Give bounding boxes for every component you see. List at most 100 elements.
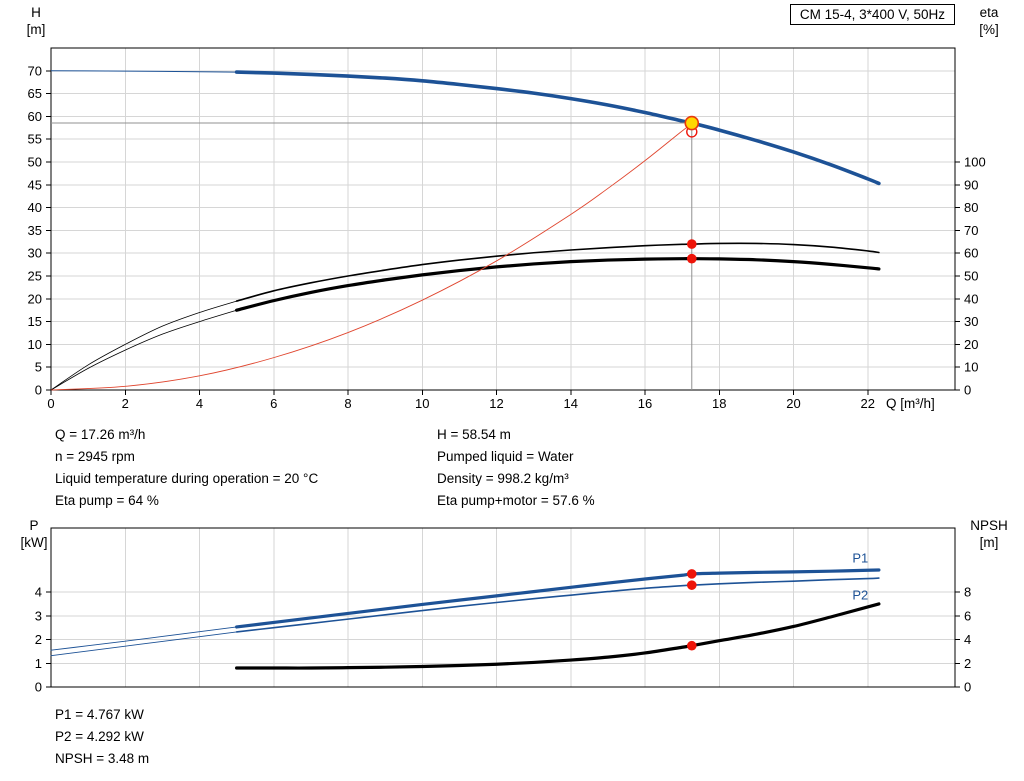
plot-border: [50, 527, 956, 688]
npsh-axis-unit-label: NPSH [m]: [960, 517, 1018, 551]
x-axis-tick-label: 10: [415, 396, 429, 411]
left-axis-tick-label: 70: [28, 63, 42, 78]
p1-curve-label: P1: [852, 550, 868, 565]
right-axis-tick-label: 60: [964, 246, 978, 261]
p-axis-unit: [kW]: [20, 535, 48, 550]
left-axis-tick-label: 35: [28, 223, 42, 238]
p1-curve-lead: [50, 626, 238, 651]
x-axis-tick-label: 6: [270, 396, 277, 411]
eta-axis-unit: [%]: [979, 22, 999, 37]
eta-axis-unit-label: eta [%]: [966, 4, 1012, 38]
left-axis-tick-label: 0: [35, 383, 42, 398]
annotation-p1: P1 = 4.767 kW: [55, 707, 144, 722]
p2-curve-label: P2: [852, 588, 868, 603]
h-axis-letter: H: [31, 5, 41, 20]
duty-annotations-left: Q = 17.26 m³/h n = 2945 rpm Liquid tempe…: [55, 424, 318, 512]
right-axis-tick-label: 30: [964, 314, 978, 329]
right-axis-tick-label: 8: [964, 585, 971, 600]
left-axis-tick-label: 3: [35, 608, 42, 623]
eta-pump-motor-curve: [235, 257, 881, 312]
annotation-n: n = 2945 rpm: [55, 449, 135, 464]
x-axis-tick-label: 0: [47, 396, 54, 411]
eta-pump-lead: [50, 300, 238, 391]
q-axis-unit-label: Q [m³/h]: [886, 396, 935, 411]
left-axis-tick-label: 0: [35, 680, 42, 695]
p-axis-letter: P: [29, 518, 39, 533]
h-curve-lead: [50, 70, 238, 73]
p-axis-unit-label: P [kW]: [12, 517, 56, 551]
right-axis-tick-label: 70: [964, 223, 978, 238]
eta-pump-curve: [235, 242, 880, 302]
h-axis-unit: [m]: [26, 22, 46, 37]
right-axis-tick-label: 2: [964, 656, 971, 671]
x-axis-tick-label: 16: [638, 396, 652, 411]
npsh-duty-dot: [686, 640, 697, 651]
right-axis-tick-label: 100: [964, 155, 986, 170]
annotation-h: H = 58.54 m: [437, 427, 511, 442]
right-axis-tick-label: 0: [964, 680, 971, 695]
left-axis-tick-label: 55: [28, 132, 42, 147]
x-axis-tick-label: 22: [861, 396, 875, 411]
right-axis-tick-label: 10: [964, 360, 978, 375]
annotation-p2: P2 = 4.292 kW: [55, 729, 144, 744]
x-axis-tick-label: 8: [344, 396, 351, 411]
eta-pump-motor-lead: [50, 309, 238, 391]
hq-eta-chart[interactable]: 0510152025303540455055606570010203040506…: [0, 0, 1024, 420]
annotation-eta-pump-motor: Eta pump+motor = 57.6 %: [437, 493, 595, 508]
left-axis-tick-label: 30: [28, 246, 42, 261]
right-axis-tick-label: 90: [964, 177, 978, 192]
left-axis-tick-label: 10: [28, 337, 42, 352]
right-axis-tick-label: 50: [964, 269, 978, 284]
p1-curve: [235, 568, 881, 629]
duty-point-marker[interactable]: [684, 115, 700, 131]
left-axis-tick-label: 2: [35, 632, 42, 647]
left-axis-tick-label: 5: [35, 360, 42, 375]
p2-curve-lead: [50, 631, 238, 657]
pump-title: CM 15-4, 3*400 V, 50Hz: [799, 7, 945, 22]
left-axis-tick-label: 20: [28, 291, 42, 306]
annotation-liquid-temp: Liquid temperature during operation = 20…: [55, 471, 319, 486]
eta-pump-motor-duty-dot: [686, 253, 697, 264]
annotation-q: Q = 17.26 m³/h: [55, 427, 146, 442]
left-axis-tick-label: 15: [28, 314, 42, 329]
right-axis-tick-label: 40: [964, 291, 978, 306]
right-axis-tick-label: 6: [964, 608, 971, 623]
npsh-axis-letter: NPSH: [970, 518, 1008, 533]
annotation-density: Density = 998.2 kg/m³: [437, 471, 569, 486]
right-axis-tick-label: 4: [964, 632, 971, 647]
left-axis-tick-label: 50: [28, 155, 42, 170]
left-axis-tick-label: 65: [28, 86, 42, 101]
left-axis-tick-label: 1: [35, 656, 42, 671]
left-axis-tick-label: 4: [35, 585, 42, 600]
h-axis-unit-label: H [m]: [16, 4, 56, 38]
x-axis-tick-label: 14: [564, 396, 578, 411]
right-axis-tick-label: 20: [964, 337, 978, 352]
left-axis-tick-label: 60: [28, 109, 42, 124]
eta-axis-letter: eta: [979, 5, 999, 20]
p1-duty-dot: [686, 569, 697, 579]
right-axis-tick-label: 0: [964, 383, 971, 398]
x-axis-tick-label: 2: [122, 396, 129, 411]
eta-pump-duty-dot: [686, 239, 697, 249]
npsh-curve: [235, 602, 881, 670]
system-curve: [50, 123, 693, 391]
p2-duty-dot: [686, 580, 697, 590]
plot-border: [50, 47, 956, 391]
npsh-axis-unit: [m]: [979, 535, 999, 550]
power-npsh-chart[interactable]: 0 1 2 3 4 0 2 4 6 8 P1 P2: [0, 515, 1024, 710]
left-axis-tick-label: 25: [28, 269, 42, 284]
power-annotations: P1 = 4.767 kW P2 = 4.292 kW NPSH = 3.48 …: [55, 704, 149, 770]
annotation-npsh: NPSH = 3.48 m: [55, 751, 150, 766]
x-axis-tick-label: 18: [712, 396, 726, 411]
annotation-pumped-liquid: Pumped liquid = Water: [437, 449, 574, 464]
x-axis-tick-label: 20: [786, 396, 800, 411]
left-axis-tick-label: 40: [28, 200, 42, 215]
annotation-eta-pump: Eta pump = 64 %: [55, 493, 159, 508]
x-axis-tick-label: 12: [489, 396, 503, 411]
pump-title-box: CM 15-4, 3*400 V, 50Hz: [789, 4, 955, 25]
left-axis-tick-label: 45: [28, 177, 42, 192]
right-axis-tick-label: 80: [964, 200, 978, 215]
duty-annotations-right: H = 58.54 m Pumped liquid = Water Densit…: [437, 424, 595, 512]
h-curve: [234, 70, 881, 186]
